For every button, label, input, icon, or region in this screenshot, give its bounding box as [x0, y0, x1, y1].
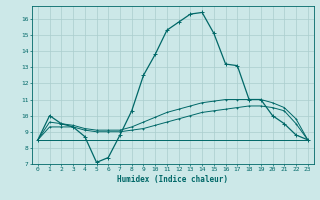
X-axis label: Humidex (Indice chaleur): Humidex (Indice chaleur) [117, 175, 228, 184]
